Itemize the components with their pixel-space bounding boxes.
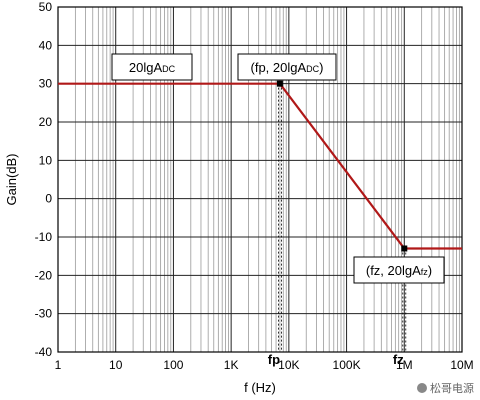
plot-frame bbox=[57, 6, 463, 353]
annotation-text: (fz, 20lgAfz) bbox=[366, 263, 432, 278]
x-axis-label: f (Hz) bbox=[244, 380, 276, 395]
annotation-frame bbox=[353, 256, 445, 284]
wechat-icon bbox=[417, 383, 427, 393]
x-tick-label: 100K bbox=[333, 358, 361, 372]
y-tick-label: 50 bbox=[39, 0, 53, 14]
marker-label-fz: fz bbox=[393, 352, 404, 367]
y-tick-label: 40 bbox=[39, 38, 53, 52]
annotation-frame bbox=[111, 53, 193, 81]
x-tick-label: 1K bbox=[224, 358, 239, 372]
y-tick-label: 0 bbox=[45, 192, 52, 206]
y-tick-label: 30 bbox=[39, 77, 53, 91]
marker-label-fp: fp bbox=[268, 352, 280, 367]
annotation-box: (fp, 20lgADC) bbox=[237, 53, 337, 81]
x-tick-label: 10M bbox=[450, 358, 473, 372]
annotation-frame bbox=[237, 53, 337, 81]
x-tick-label: 1 bbox=[55, 358, 62, 372]
gain-curve bbox=[58, 82, 462, 250]
watermark-text: 松哥电源 bbox=[430, 382, 474, 395]
x-tick-label: 10K bbox=[278, 358, 299, 372]
y-tick-label: -40 bbox=[35, 345, 53, 359]
annotation-box: (fz, 20lgAfz) bbox=[353, 256, 445, 284]
y-tick-label: -10 bbox=[35, 230, 53, 244]
annotation-box: 20lgADC bbox=[111, 53, 193, 81]
y-tick-label: 10 bbox=[39, 153, 53, 167]
y-axis-label: Gain(dB) bbox=[4, 153, 19, 205]
x-tick-label: 100 bbox=[163, 358, 183, 372]
annotation-text: 20lgADC bbox=[129, 60, 176, 75]
y-tick-label: 20 bbox=[39, 115, 53, 129]
x-tick-label: 1M bbox=[396, 358, 413, 372]
marker-point bbox=[401, 245, 408, 252]
y-tick-label: -20 bbox=[35, 268, 53, 282]
marker-point bbox=[276, 80, 283, 87]
watermark: 松哥电源 bbox=[417, 380, 474, 396]
y-tick-label: -30 bbox=[35, 307, 53, 321]
x-tick-label: 10 bbox=[109, 358, 123, 372]
annotation-text: (fp, 20lgADC) bbox=[251, 60, 324, 75]
